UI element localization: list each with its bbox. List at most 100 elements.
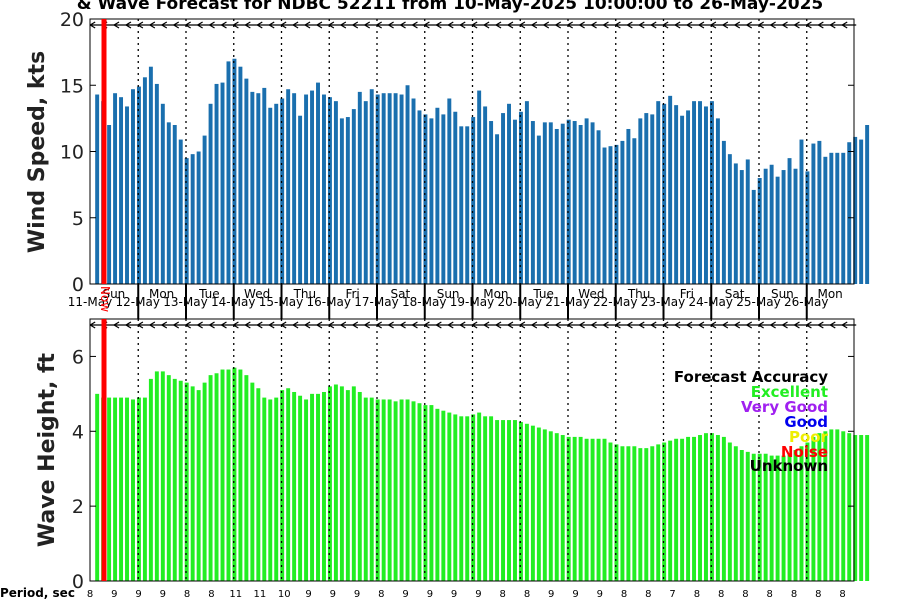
period-value: 8: [839, 589, 845, 600]
wind-direction-arrow: [316, 21, 331, 29]
wind-direction-arrow: [292, 21, 308, 29]
wind-bar: [405, 85, 410, 284]
wind-direction-arrow: [698, 21, 713, 29]
wind-bar: [322, 94, 326, 285]
wind-bar: [429, 118, 434, 285]
wind-bar: [316, 82, 320, 284]
wave-bar: [435, 408, 440, 581]
period-value: 9: [402, 589, 408, 600]
wave-bar: [220, 369, 225, 581]
day-name-label: Fri: [680, 287, 694, 301]
wave-bar: [286, 388, 291, 581]
wave-direction-arrow: [591, 321, 606, 329]
wave-bar: [650, 446, 655, 581]
wave-bar: [775, 455, 780, 581]
wind-bar: [142, 77, 147, 284]
wave-bar: [262, 397, 267, 581]
wave-bar: [518, 421, 523, 581]
wind-bar: [513, 119, 517, 284]
wave-direction-arrow: [459, 321, 475, 329]
wind-bar: [292, 93, 297, 284]
wave-direction-arrow: [268, 321, 284, 329]
wind-bar: [805, 171, 810, 285]
wind-bar: [393, 93, 398, 284]
wind-bar: [214, 83, 219, 285]
period-value: 8: [524, 589, 530, 600]
legend-title: Forecast Accuracy: [674, 368, 828, 386]
period-value: 8: [87, 589, 93, 600]
wind-bar: [250, 91, 255, 285]
wave-bar: [339, 386, 344, 581]
wind-y-tick-label: 20: [60, 9, 84, 31]
wave-bar: [125, 397, 129, 581]
wave-bar: [172, 378, 177, 581]
period-value: 8: [718, 589, 724, 600]
day-name-label: Sun: [437, 287, 460, 301]
wind-bar: [244, 78, 249, 285]
wave-bar: [769, 455, 774, 581]
wave-direction-arrow: [316, 321, 331, 329]
wind-direction-arrow: [734, 21, 749, 29]
wind-bar: [692, 101, 697, 285]
period-value: 9: [354, 589, 360, 600]
wind-direction-arrow: [412, 21, 427, 29]
wave-direction-arrow: [638, 321, 654, 329]
wind-direction-arrow: [173, 21, 188, 29]
wave-bar: [381, 399, 386, 581]
period-value: 8: [621, 589, 627, 600]
wind-bar: [721, 140, 726, 284]
wind-direction-arrow: [185, 21, 200, 29]
wave-direction-arrow: [603, 321, 618, 329]
period-value: 11: [229, 589, 242, 600]
wind-bar: [154, 83, 159, 285]
wave-bar: [429, 405, 434, 581]
wave-bar: [566, 436, 571, 581]
wind-bar: [799, 139, 804, 284]
wind-bar: [775, 176, 780, 284]
wave-direction-arrow: [806, 321, 821, 329]
day-name-label: Wed: [244, 287, 270, 301]
wind-bar: [847, 142, 852, 284]
wave-bar: [131, 399, 135, 581]
period-value: 9: [597, 589, 603, 600]
wind-bar: [590, 122, 595, 284]
wind-direction-arrow: [209, 21, 224, 29]
wave-direction-arrow: [412, 321, 427, 329]
wind-bar: [280, 98, 285, 284]
wind-bar: [298, 115, 303, 284]
wave-direction-arrow: [113, 321, 129, 329]
wind-direction-arrow: [770, 21, 785, 29]
wind-direction-arrow: [340, 21, 355, 29]
period-value: 8: [742, 589, 748, 600]
wave-direction-arrow: [686, 321, 702, 329]
wind-direction-arrow: [555, 21, 570, 29]
wind-speed-panel: 0 5 10 15 20: [60, 9, 870, 296]
wave-bar: [178, 380, 183, 581]
wind-bar: [166, 122, 171, 284]
wave-bar: [208, 375, 213, 581]
wind-direction-arrow: [746, 21, 761, 29]
wave-direction-arrow: [483, 321, 499, 329]
wave-bar: [399, 399, 404, 581]
wave-direction-arrow: [734, 321, 749, 329]
period-values: 8 9 9 9 8 8 11 11 10 9 9 9 8 9 9 9 9 8 8 9 9 9 8 8 7 8 8 8 8 8 8 8: [87, 589, 846, 600]
wave-bar: [656, 444, 661, 581]
wind-direction-arrow: [424, 21, 439, 29]
wind-bar: [387, 93, 392, 284]
wind-bar: [865, 125, 870, 284]
wave-bar: [268, 399, 273, 581]
wave-bar: [95, 393, 100, 581]
wave-bar: [411, 401, 416, 581]
legend-item-unknown: Unknown: [750, 457, 828, 475]
wave-bar: [542, 429, 547, 581]
wind-direction-arrow: [197, 21, 212, 29]
wind-direction-arrow: [615, 21, 630, 29]
wave-bar: [417, 403, 422, 581]
wind-bar: [381, 93, 386, 284]
wave-direction-arrow: [245, 321, 260, 329]
wind-direction-arrow: [113, 21, 129, 29]
wave-direction-arrow: [674, 321, 690, 329]
wind-bar: [304, 94, 309, 285]
wind-direction-arrow: [459, 21, 475, 29]
wave-direction-arrow: [149, 321, 164, 329]
